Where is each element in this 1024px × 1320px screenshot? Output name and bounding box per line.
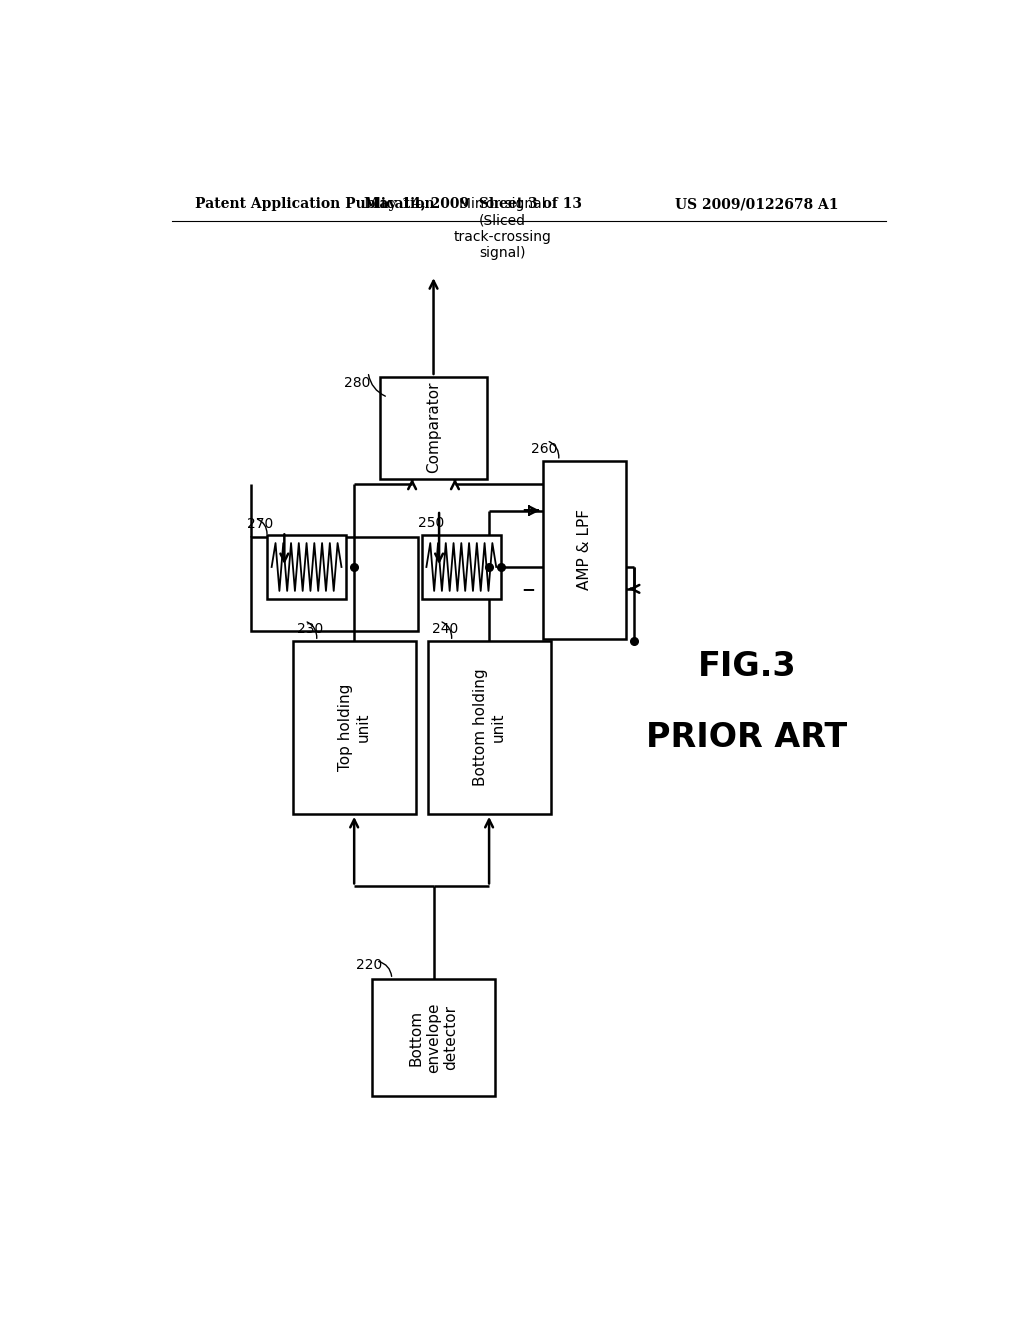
Text: 280: 280 — [344, 376, 371, 391]
Text: Mirror signal
(Sliced
track-crossing
signal): Mirror signal (Sliced track-crossing sig… — [454, 198, 551, 260]
Text: 250: 250 — [418, 516, 444, 531]
Text: −: − — [521, 579, 536, 598]
Text: Bottom holding
unit: Bottom holding unit — [473, 669, 505, 787]
Text: 220: 220 — [356, 958, 382, 972]
Bar — [380, 378, 487, 479]
Text: 260: 260 — [530, 442, 557, 455]
Text: 270: 270 — [247, 517, 273, 532]
Bar — [251, 536, 418, 631]
Bar — [422, 536, 501, 598]
Text: Top holding
unit: Top holding unit — [338, 684, 371, 771]
Text: +: + — [521, 502, 536, 520]
Text: May 14, 2009  Sheet 3 of 13: May 14, 2009 Sheet 3 of 13 — [365, 197, 583, 211]
Text: Comparator: Comparator — [426, 381, 441, 474]
Text: Bottom
envelope
detector: Bottom envelope detector — [409, 1002, 459, 1073]
Bar — [372, 979, 495, 1096]
Text: US 2009/0122678 A1: US 2009/0122678 A1 — [675, 197, 839, 211]
Bar — [428, 642, 551, 814]
Text: PRIOR ART: PRIOR ART — [646, 721, 848, 754]
Bar — [267, 536, 346, 598]
Text: 240: 240 — [431, 622, 458, 636]
Text: AMP & LPF: AMP & LPF — [577, 510, 592, 590]
Text: Patent Application Publication: Patent Application Publication — [196, 197, 435, 211]
Text: 230: 230 — [297, 622, 323, 636]
Bar — [293, 642, 416, 814]
Bar — [543, 461, 626, 639]
Text: FIG.3: FIG.3 — [697, 651, 797, 684]
